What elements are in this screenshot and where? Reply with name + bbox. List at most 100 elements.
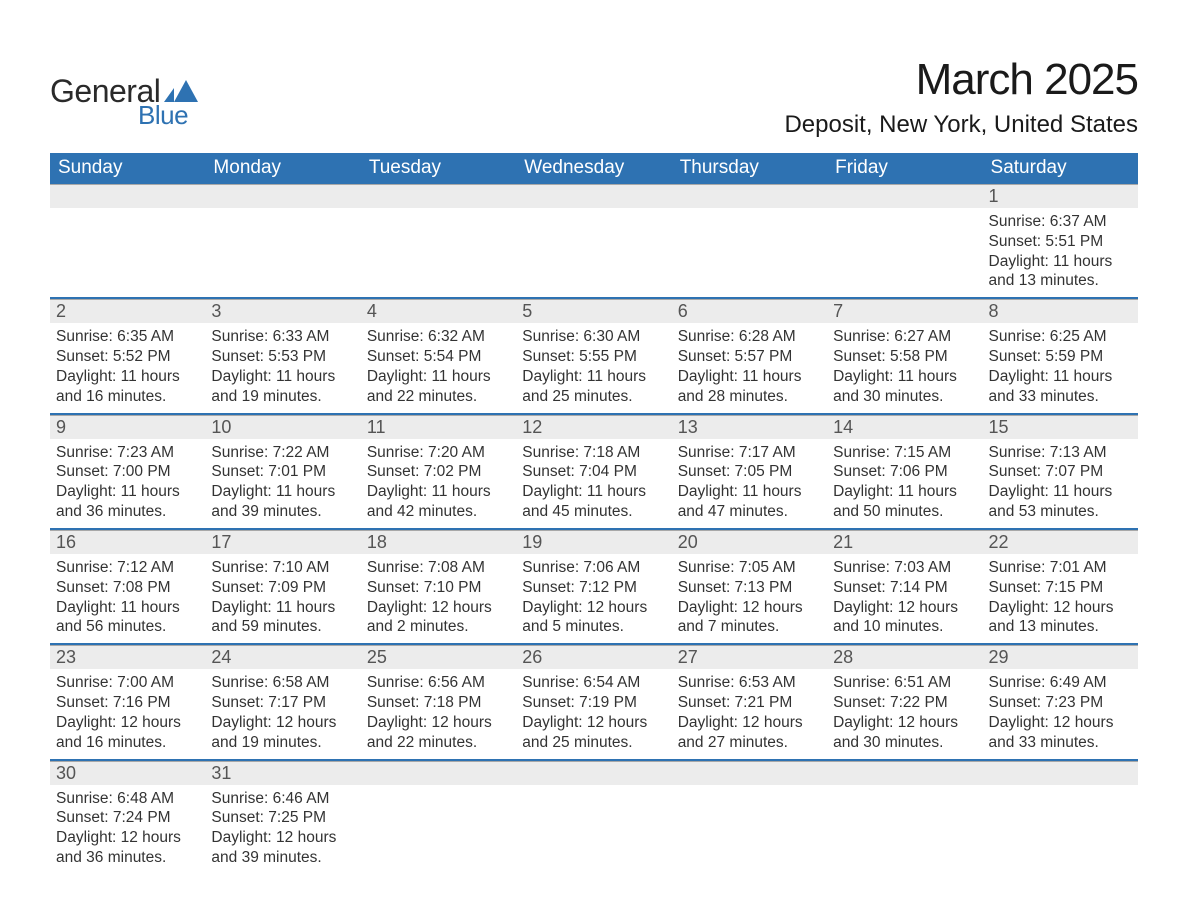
sunrise-text: Sunrise: 6:54 AM (522, 673, 665, 693)
sunset-text: Sunset: 7:21 PM (678, 693, 821, 713)
day-number: 8 (983, 299, 1138, 323)
day-body: Sunrise: 6:58 AMSunset: 7:17 PMDaylight:… (205, 669, 360, 758)
day-number: 13 (672, 415, 827, 439)
day-number: 12 (516, 415, 671, 439)
dow-header-cell: Tuesday (361, 153, 516, 184)
day-body: Sunrise: 7:15 AMSunset: 7:06 PMDaylight:… (827, 439, 982, 528)
empty-day-cell (827, 761, 982, 874)
day-number: 29 (983, 645, 1138, 669)
sunrise-text: Sunrise: 7:17 AM (678, 443, 821, 463)
day-cell: 9Sunrise: 7:23 AMSunset: 7:00 PMDaylight… (50, 415, 205, 528)
day-cell: 26Sunrise: 6:54 AMSunset: 7:19 PMDayligh… (516, 645, 671, 758)
day-body: Sunrise: 6:28 AMSunset: 5:57 PMDaylight:… (672, 323, 827, 412)
day-body: Sunrise: 6:51 AMSunset: 7:22 PMDaylight:… (827, 669, 982, 758)
sunset-text: Sunset: 7:08 PM (56, 578, 199, 598)
day-cell: 11Sunrise: 7:20 AMSunset: 7:02 PMDayligh… (361, 415, 516, 528)
day-cell: 21Sunrise: 7:03 AMSunset: 7:14 PMDayligh… (827, 530, 982, 643)
sunset-text: Sunset: 7:24 PM (56, 808, 199, 828)
day-body (205, 208, 360, 294)
day-cell: 18Sunrise: 7:08 AMSunset: 7:10 PMDayligh… (361, 530, 516, 643)
sunrise-text: Sunrise: 7:05 AM (678, 558, 821, 578)
day-number: 24 (205, 645, 360, 669)
weeks-container: 1Sunrise: 6:37 AMSunset: 5:51 PMDaylight… (50, 184, 1138, 874)
sunset-text: Sunset: 7:22 PM (833, 693, 976, 713)
sunset-text: Sunset: 7:25 PM (211, 808, 354, 828)
daylight-text: Daylight: 11 hours and 59 minutes. (211, 598, 354, 638)
sunset-text: Sunset: 7:16 PM (56, 693, 199, 713)
week-row: 9Sunrise: 7:23 AMSunset: 7:00 PMDaylight… (50, 415, 1138, 530)
week-row: 2Sunrise: 6:35 AMSunset: 5:52 PMDaylight… (50, 299, 1138, 414)
week-row: 16Sunrise: 7:12 AMSunset: 7:08 PMDayligh… (50, 530, 1138, 645)
empty-day-cell (983, 761, 1138, 874)
empty-day-number (827, 184, 982, 208)
sunset-text: Sunset: 7:02 PM (367, 462, 510, 482)
sunset-text: Sunset: 7:04 PM (522, 462, 665, 482)
empty-day-cell (205, 184, 360, 297)
day-body (827, 208, 982, 294)
day-body: Sunrise: 7:17 AMSunset: 7:05 PMDaylight:… (672, 439, 827, 528)
daylight-text: Daylight: 12 hours and 25 minutes. (522, 713, 665, 753)
day-number: 11 (361, 415, 516, 439)
sunrise-text: Sunrise: 6:51 AM (833, 673, 976, 693)
empty-day-cell (672, 761, 827, 874)
sunrise-text: Sunrise: 6:25 AM (989, 327, 1132, 347)
sunset-text: Sunset: 5:51 PM (989, 232, 1132, 252)
day-body: Sunrise: 7:23 AMSunset: 7:00 PMDaylight:… (50, 439, 205, 528)
dow-header-cell: Sunday (50, 153, 205, 184)
day-number: 19 (516, 530, 671, 554)
empty-day-number (50, 184, 205, 208)
sunrise-text: Sunrise: 7:15 AM (833, 443, 976, 463)
dow-header-cell: Friday (827, 153, 982, 184)
day-body: Sunrise: 6:49 AMSunset: 7:23 PMDaylight:… (983, 669, 1138, 758)
day-body: Sunrise: 6:53 AMSunset: 7:21 PMDaylight:… (672, 669, 827, 758)
day-body: Sunrise: 6:46 AMSunset: 7:25 PMDaylight:… (205, 785, 360, 874)
day-number: 18 (361, 530, 516, 554)
daylight-text: Daylight: 12 hours and 36 minutes. (56, 828, 199, 868)
sunrise-text: Sunrise: 6:56 AM (367, 673, 510, 693)
day-number: 20 (672, 530, 827, 554)
day-cell: 30Sunrise: 6:48 AMSunset: 7:24 PMDayligh… (50, 761, 205, 874)
day-body (361, 208, 516, 294)
sunrise-text: Sunrise: 6:30 AM (522, 327, 665, 347)
sunset-text: Sunset: 7:17 PM (211, 693, 354, 713)
day-number: 6 (672, 299, 827, 323)
day-body (827, 785, 982, 871)
sunrise-text: Sunrise: 7:22 AM (211, 443, 354, 463)
daylight-text: Daylight: 12 hours and 33 minutes. (989, 713, 1132, 753)
day-body: Sunrise: 6:56 AMSunset: 7:18 PMDaylight:… (361, 669, 516, 758)
day-cell: 24Sunrise: 6:58 AMSunset: 7:17 PMDayligh… (205, 645, 360, 758)
day-cell: 7Sunrise: 6:27 AMSunset: 5:58 PMDaylight… (827, 299, 982, 412)
daylight-text: Daylight: 11 hours and 36 minutes. (56, 482, 199, 522)
day-body (983, 785, 1138, 871)
day-cell: 4Sunrise: 6:32 AMSunset: 5:54 PMDaylight… (361, 299, 516, 412)
daylight-text: Daylight: 11 hours and 53 minutes. (989, 482, 1132, 522)
day-body: Sunrise: 7:10 AMSunset: 7:09 PMDaylight:… (205, 554, 360, 643)
sunrise-text: Sunrise: 6:58 AM (211, 673, 354, 693)
day-cell: 5Sunrise: 6:30 AMSunset: 5:55 PMDaylight… (516, 299, 671, 412)
day-cell: 6Sunrise: 6:28 AMSunset: 5:57 PMDaylight… (672, 299, 827, 412)
sunrise-text: Sunrise: 7:10 AM (211, 558, 354, 578)
day-cell: 19Sunrise: 7:06 AMSunset: 7:12 PMDayligh… (516, 530, 671, 643)
day-number: 26 (516, 645, 671, 669)
logo-word-2: Blue (138, 100, 188, 131)
day-body: Sunrise: 6:27 AMSunset: 5:58 PMDaylight:… (827, 323, 982, 412)
day-number: 21 (827, 530, 982, 554)
day-body: Sunrise: 6:30 AMSunset: 5:55 PMDaylight:… (516, 323, 671, 412)
day-number: 25 (361, 645, 516, 669)
daylight-text: Daylight: 11 hours and 28 minutes. (678, 367, 821, 407)
sunset-text: Sunset: 5:57 PM (678, 347, 821, 367)
sunset-text: Sunset: 5:58 PM (833, 347, 976, 367)
day-cell: 28Sunrise: 6:51 AMSunset: 7:22 PMDayligh… (827, 645, 982, 758)
sunrise-text: Sunrise: 6:27 AM (833, 327, 976, 347)
daylight-text: Daylight: 11 hours and 33 minutes. (989, 367, 1132, 407)
sunrise-text: Sunrise: 7:18 AM (522, 443, 665, 463)
sunset-text: Sunset: 7:15 PM (989, 578, 1132, 598)
empty-day-number (205, 184, 360, 208)
empty-day-number (361, 184, 516, 208)
location-subtitle: Deposit, New York, United States (784, 111, 1138, 139)
day-cell: 22Sunrise: 7:01 AMSunset: 7:15 PMDayligh… (983, 530, 1138, 643)
daylight-text: Daylight: 12 hours and 39 minutes. (211, 828, 354, 868)
day-cell: 17Sunrise: 7:10 AMSunset: 7:09 PMDayligh… (205, 530, 360, 643)
day-body: Sunrise: 6:48 AMSunset: 7:24 PMDaylight:… (50, 785, 205, 874)
day-number: 1 (983, 184, 1138, 208)
